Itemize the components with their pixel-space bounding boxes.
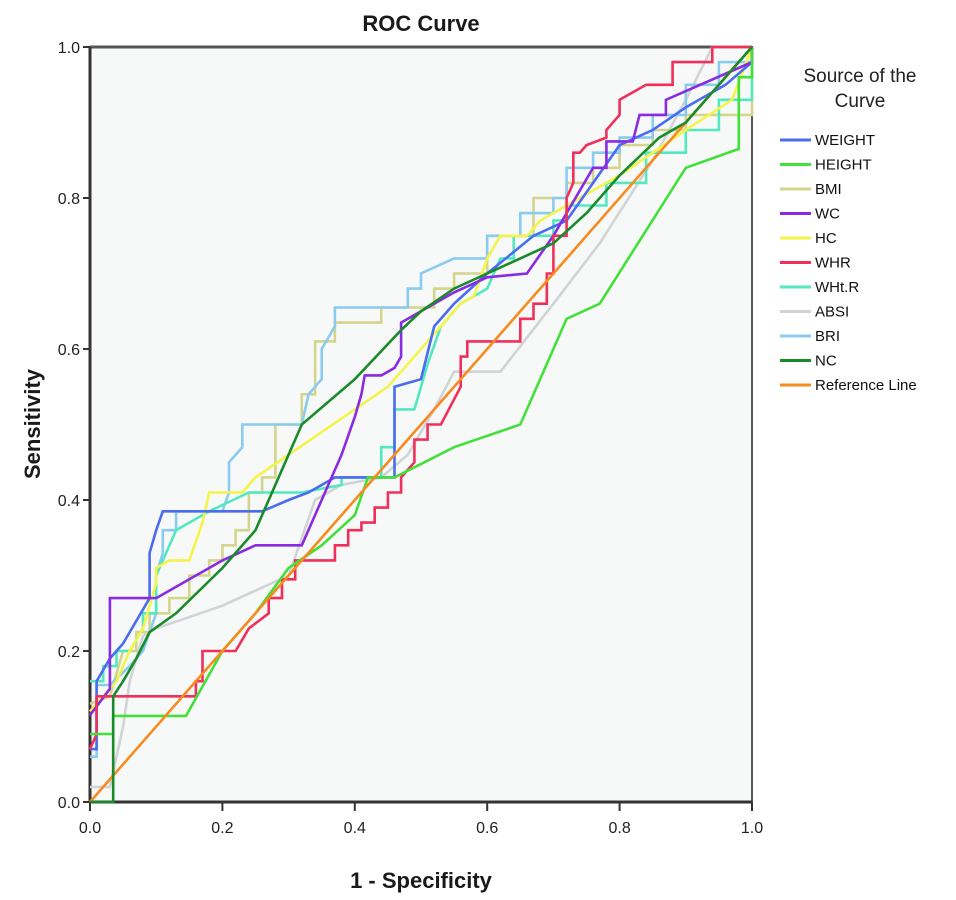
legend-item-wht-r: WHt.R [780,279,859,296]
legend-title-line-2: Curve [835,91,886,112]
y-tick-label: 0.0 [58,795,80,812]
legend-item-wc: WC [780,206,840,223]
legend-label: WHt.R [815,279,859,296]
legend-label: BRI [815,328,840,345]
y-tick-label: 0.2 [58,644,80,661]
legend-title-line-1: Source of the [803,66,916,87]
legend-item-weight: WEIGHT [780,132,875,149]
legend-item-nc: NC [780,353,837,370]
legend-label: WHR [815,255,851,272]
series-line-whr [88,45,752,750]
legend-items: WEIGHT HEIGHT BMI WC HC WHR WHt.R ABSI BRI NC Refe… [780,132,917,394]
legend-item-height: HEIGHT [780,157,872,174]
legend-label: HEIGHT [815,157,872,174]
x-tick-label: 0.2 [211,820,233,837]
chart-title: ROC Curve [362,11,479,36]
series-group [88,45,754,804]
legend-label: WEIGHT [815,132,875,149]
legend-item-reference-line: Reference Line [780,377,917,394]
legend-label: HC [815,230,837,247]
series-line-nc [90,46,753,804]
x-tick-label: 0.6 [476,820,498,837]
series-line-bmi [89,47,754,706]
legend-label: WC [815,206,840,223]
legend-item-absi: ABSI [780,304,849,321]
series-line-height [90,47,754,736]
series-line-reference-line [89,46,753,803]
y-tick-label: 0.4 [58,493,80,510]
series-line-bri [90,47,754,759]
x-axis: 0.0 0.2 0.4 0.6 0.8 1.0 [79,800,763,837]
legend-label: ABSI [815,304,849,321]
legend-item-hc: HC [780,230,837,247]
y-tick-label: 0.8 [58,191,80,208]
x-tick-label: 0.4 [344,820,366,837]
x-tick-label: 0.8 [608,820,630,837]
y-axis: 0.0 0.2 0.4 0.6 0.8 1.0 [58,40,92,812]
x-tick-label: 0.0 [79,820,101,837]
legend-label: NC [815,353,837,370]
legend-label: BMI [815,181,842,198]
series-line-weight [90,47,754,751]
y-axis-label: Sensitivity [20,368,45,479]
legend: Source of the Curve WEIGHTHEIGHTBMIWCHCW… [780,66,917,394]
legend-item-bmi: BMI [780,181,842,198]
x-tick-label: 1.0 [741,820,763,837]
legend-item-bri: BRI [780,328,840,345]
legend-item-whr: WHR [780,255,851,272]
y-tick-label: 1.0 [58,40,80,57]
series-line-wc [88,47,754,716]
y-tick-label: 0.6 [58,342,80,359]
x-axis-label: 1 - Specificity [350,868,493,893]
legend-label: Reference Line [815,377,917,394]
